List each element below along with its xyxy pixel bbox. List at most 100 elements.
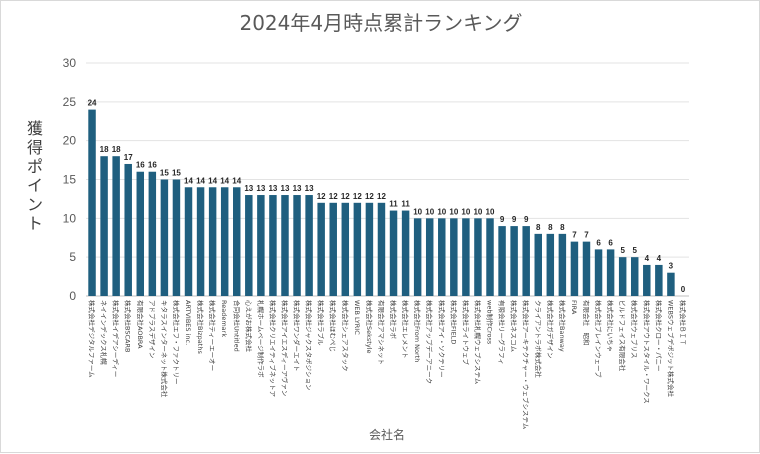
bar-value-label: 9 (512, 215, 517, 224)
bar-value-label: 3 (669, 262, 674, 271)
category-label: 株式会社アイエスディーアヴァン (280, 300, 289, 396)
bar (643, 264, 651, 296)
category-label: web制作Cross (486, 300, 495, 345)
bar (534, 233, 542, 296)
bar-value-label: 0 (681, 285, 686, 294)
bar-value-label: 4 (645, 254, 650, 263)
bar (582, 241, 591, 296)
bar (377, 202, 386, 296)
category-label: 心えがお株式会社 (244, 300, 253, 353)
bars (88, 109, 675, 296)
bar (546, 233, 555, 296)
category-label: FIRA (570, 300, 578, 315)
bar-value-label: 10 (437, 207, 446, 216)
category-label: ネイインデックス札幌 (100, 300, 109, 365)
bar (329, 202, 337, 296)
bar (184, 187, 193, 296)
bar (365, 202, 374, 296)
bar-value-label: 16 (148, 161, 157, 170)
bar-value-label: 7 (584, 231, 589, 240)
category-label: 有限会社AOBRA (136, 300, 145, 349)
bar (233, 187, 241, 296)
bar (655, 264, 663, 296)
category-label: 株式会社デジタルファーム (88, 300, 97, 378)
bar (389, 210, 398, 296)
bar (630, 257, 639, 296)
bar (305, 195, 313, 296)
bar (257, 195, 265, 296)
category-label: ARTVIBES inc. (184, 300, 192, 345)
category-label: 株式会社クロー・パニー (654, 300, 663, 372)
bar (462, 218, 470, 296)
y-axis-ticks: 0 5 10 15 20 25 30 (63, 56, 77, 303)
bar-value-label: 18 (112, 145, 121, 154)
bar (401, 210, 410, 296)
bar-value-label: 18 (100, 145, 109, 154)
bar-value-label: 12 (353, 192, 362, 201)
bar-value-label: 24 (88, 99, 97, 108)
category-label: 株式会社FIELD (449, 300, 458, 344)
bar-value-label: 15 (160, 169, 169, 178)
category-label: 株式会社アップデーアニーク (425, 300, 434, 384)
bar (558, 233, 567, 296)
category-label: 株式会社Bizpaths (196, 300, 205, 354)
category-label: 株式会社ティーエーオー (208, 300, 217, 371)
category-label: 株式会社アイ・ソクテリー (437, 300, 446, 378)
bar-value-label: 12 (329, 192, 338, 201)
bar-value-label: 10 (461, 207, 470, 216)
category-label: 有限会社 昭和 (582, 300, 591, 346)
category-label: 株式会社Sekstyle (365, 300, 374, 353)
category-label: 合同会社Untitled (232, 300, 241, 352)
category-label: 株式会社ブレインウェーブ (594, 300, 603, 378)
bar-value-label: 13 (256, 184, 265, 193)
category-label: 株式会社BSCARB (124, 300, 133, 352)
bar (474, 218, 482, 296)
bar (208, 187, 217, 296)
bar-value-label: 13 (281, 184, 290, 193)
bar (438, 218, 446, 296)
bar-value-label: 6 (596, 238, 601, 247)
category-label: 株式会社にいちゃ (606, 300, 615, 352)
category-label: クライアントラボ株式会社 (534, 300, 543, 378)
bar-value-label: 10 (486, 207, 495, 216)
bar (220, 187, 229, 296)
bar-value-label: 12 (365, 192, 374, 201)
bar (594, 249, 603, 296)
bar-value-label: 12 (341, 192, 350, 201)
category-label: 株式会社ジャクスタポジション (305, 300, 314, 390)
bar-value-label: 5 (620, 246, 625, 255)
bar (112, 156, 120, 296)
category-label: 株式会社ＢＩＴ (678, 300, 687, 346)
y-tick-label: 25 (63, 95, 77, 109)
bar (124, 163, 132, 296)
bar-value-label: 14 (232, 176, 241, 185)
bar (317, 202, 325, 296)
category-label: 株式会社クリエイティブネットア (268, 300, 277, 397)
category-label: Reademark (220, 300, 228, 337)
category-label: 株式会社ワンダーエイト (293, 300, 302, 372)
bar-value-label: 13 (244, 184, 253, 193)
bar (172, 179, 181, 296)
category-label: ビルドフェイス有限会社 (618, 300, 627, 372)
category-label: 株式会社ネスコム (510, 300, 519, 353)
bar (148, 171, 157, 296)
bar-value-label: 11 (401, 200, 410, 209)
category-label: 株式会社エフ・ファクトリー (172, 300, 181, 385)
bar (413, 218, 422, 296)
bar-value-label: 14 (196, 176, 205, 185)
bar-value-label: 12 (317, 192, 326, 201)
bar (245, 195, 253, 296)
bar (667, 272, 675, 296)
bar-value-label: 10 (449, 207, 458, 216)
category-label: 株式会社イデアシーディー (112, 300, 121, 377)
bar-value-label: 15 (172, 169, 181, 178)
bar-value-label: 14 (220, 176, 229, 185)
bar-value-label: 9 (524, 215, 529, 224)
bar-value-label: 12 (377, 192, 386, 201)
y-tick-label: 20 (63, 134, 77, 148)
bar (498, 226, 506, 296)
category-label: 株式会社ウェブリス (630, 300, 639, 359)
bar-value-label: 10 (473, 207, 482, 216)
